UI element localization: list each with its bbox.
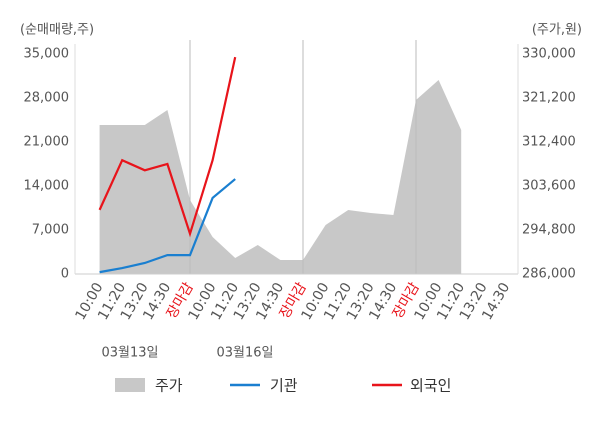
y-tick-label: 35,000 bbox=[24, 47, 70, 62]
legend-label: 주가 bbox=[155, 377, 183, 395]
legend-swatch bbox=[115, 378, 145, 392]
y-tick-label: 7,000 bbox=[32, 223, 69, 238]
y2-tick-label: 330,000 bbox=[522, 47, 576, 62]
legend-label: 기관 bbox=[270, 377, 298, 395]
y2-tick-label: 312,400 bbox=[522, 135, 576, 150]
y-axis-title: (순매매량,주) bbox=[20, 23, 94, 38]
y2-tick-label: 303,600 bbox=[522, 179, 576, 194]
y-tick-label: 21,000 bbox=[24, 135, 70, 150]
price-area bbox=[99, 80, 462, 274]
net-buy-line bbox=[98, 56, 237, 238]
y-tick-label: 14,000 bbox=[24, 179, 70, 194]
y2-axis-title: (주가,원) bbox=[532, 23, 582, 38]
date-label: 03월13일 bbox=[101, 346, 158, 361]
date-label: 03월16일 bbox=[216, 346, 273, 361]
y2-tick-label: 294,800 bbox=[522, 223, 576, 238]
legend-label: 외국인 bbox=[410, 377, 451, 395]
y-tick-label: 0 bbox=[61, 267, 69, 282]
y-tick-label: 28,000 bbox=[24, 91, 70, 106]
y2-tick-label: 321,200 bbox=[522, 91, 576, 106]
y2-tick-label: 286,000 bbox=[522, 267, 576, 282]
net-buy-line bbox=[99, 178, 236, 274]
